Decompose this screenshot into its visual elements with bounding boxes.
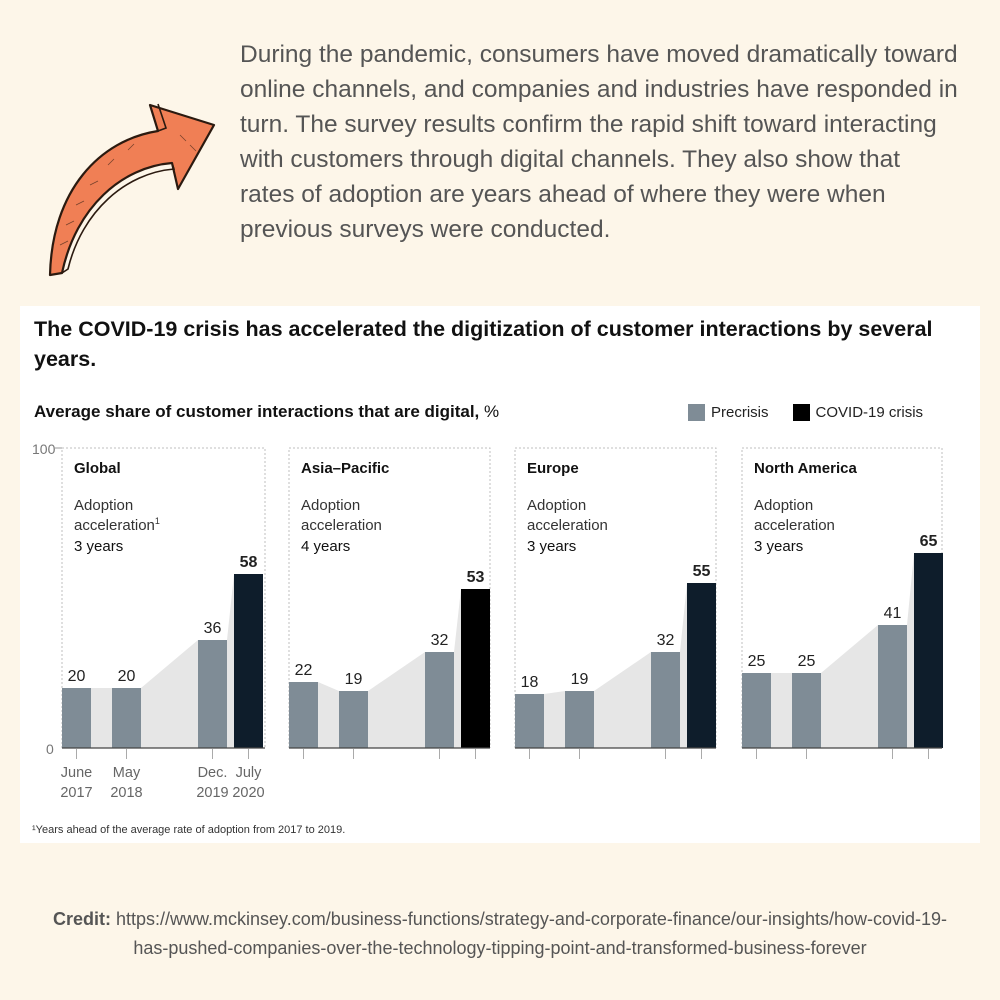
adoption-label-line1: Adoption — [301, 497, 360, 514]
x-tick-label-year: 2020 — [232, 785, 264, 801]
bar-precrisis — [792, 673, 821, 748]
legend-item-covid: COVID-19 crisis — [792, 404, 924, 421]
x-tick-label-month: Dec. — [198, 765, 228, 781]
bar-covid — [461, 589, 490, 748]
data-label: 41 — [884, 605, 902, 622]
data-label: 55 — [693, 563, 711, 580]
chart-card: The COVID-19 crisis has accelerated the … — [20, 306, 980, 843]
adoption-label-line2: acceleration1 — [74, 516, 160, 534]
legend-label-covid: COVID-19 crisis — [815, 404, 924, 421]
legend-swatch-covid — [792, 404, 810, 421]
data-label: 32 — [431, 632, 449, 649]
adoption-years: 3 years — [527, 538, 576, 555]
data-label: 25 — [798, 653, 816, 670]
chart-legend: Precrisis COVID-19 crisis — [688, 404, 923, 421]
chart-title: The COVID-19 crisis has accelerated the … — [34, 317, 933, 371]
data-label: 58 — [240, 554, 258, 571]
x-tick-label-year: 2019 — [196, 785, 228, 801]
bar-precrisis — [425, 652, 454, 748]
x-tick-label-month: May — [113, 765, 141, 781]
panel-region-title: North America — [754, 460, 857, 477]
credit-label: Credit: — [52, 909, 111, 929]
panel-frame — [61, 447, 266, 748]
y-tick-label-max: 100 — [32, 441, 56, 457]
panel-frame — [514, 447, 717, 748]
data-label: 22 — [295, 662, 313, 679]
panel-region-title: Asia–Pacific — [301, 460, 389, 477]
decorative-arrow-icon — [40, 95, 230, 285]
trend-area — [515, 583, 687, 748]
bar-precrisis — [198, 640, 227, 748]
bar-precrisis — [515, 694, 544, 748]
adoption-years: 4 years — [301, 538, 350, 555]
x-tick-label-month: July — [236, 765, 263, 781]
x-tick-label-year: 2018 — [110, 785, 142, 801]
data-label: 20 — [118, 668, 136, 685]
data-label: 25 — [748, 653, 766, 670]
adoption-label-line2: acceleration — [301, 517, 382, 534]
data-label: 65 — [920, 533, 938, 550]
adoption-label-line2: acceleration — [754, 517, 835, 534]
adoption-years: 3 years — [74, 538, 123, 555]
data-label: 32 — [657, 632, 675, 649]
bar-precrisis — [742, 673, 771, 748]
panel-region-title: Europe — [527, 460, 579, 477]
credit-url[interactable]: https://www.mckinsey.com/business-functi… — [116, 909, 948, 958]
data-label: 19 — [345, 671, 363, 688]
data-label: 36 — [204, 620, 222, 637]
bar-precrisis — [62, 688, 91, 748]
bar-covid — [234, 574, 263, 748]
x-tick-label-year: 2017 — [60, 785, 92, 801]
bar-precrisis — [565, 691, 594, 748]
credit-line: Credit: https://www.mckinsey.com/busines… — [50, 905, 950, 963]
bar-precrisis — [651, 652, 680, 748]
adoption-label-line1: Adoption — [754, 497, 813, 514]
intro-paragraph: During the pandemic, consumers have move… — [240, 41, 958, 243]
legend-item-precrisis: Precrisis — [688, 404, 769, 421]
adoption-label-line1: Adoption — [74, 497, 133, 514]
chart-subtitle: Average share of customer interactions t… — [34, 402, 499, 422]
chart-footnote: ¹Years ahead of the average rate of adop… — [32, 824, 346, 836]
bar-precrisis — [289, 682, 318, 748]
y-tick-label-min: 0 — [46, 741, 54, 757]
bar-precrisis — [112, 688, 141, 748]
adoption-label-line2: acceleration — [527, 517, 608, 534]
adoption-label-line1: Adoption — [527, 497, 586, 514]
data-label: 19 — [571, 671, 589, 688]
y-axis-label: Average share of customer interactions t… — [34, 402, 480, 421]
panel-region-title: Global — [74, 460, 121, 477]
bar-covid — [687, 583, 716, 748]
footnote-marker: 1 — [155, 516, 160, 526]
data-label: 20 — [68, 668, 86, 685]
y-axis-unit: % — [484, 402, 500, 421]
bar-covid — [914, 553, 943, 748]
legend-label-precrisis: Precrisis — [711, 404, 769, 421]
x-tick-label-month: June — [61, 765, 92, 781]
legend-swatch-precrisis — [688, 404, 705, 421]
bar-precrisis — [878, 625, 907, 748]
adoption-years: 3 years — [754, 538, 803, 555]
trend-area — [62, 574, 234, 748]
trend-area — [742, 553, 914, 748]
panel-frame — [288, 447, 491, 748]
trend-area — [289, 589, 461, 748]
data-label: 53 — [467, 569, 485, 586]
bar-precrisis — [339, 691, 368, 748]
data-label: 18 — [521, 674, 539, 691]
